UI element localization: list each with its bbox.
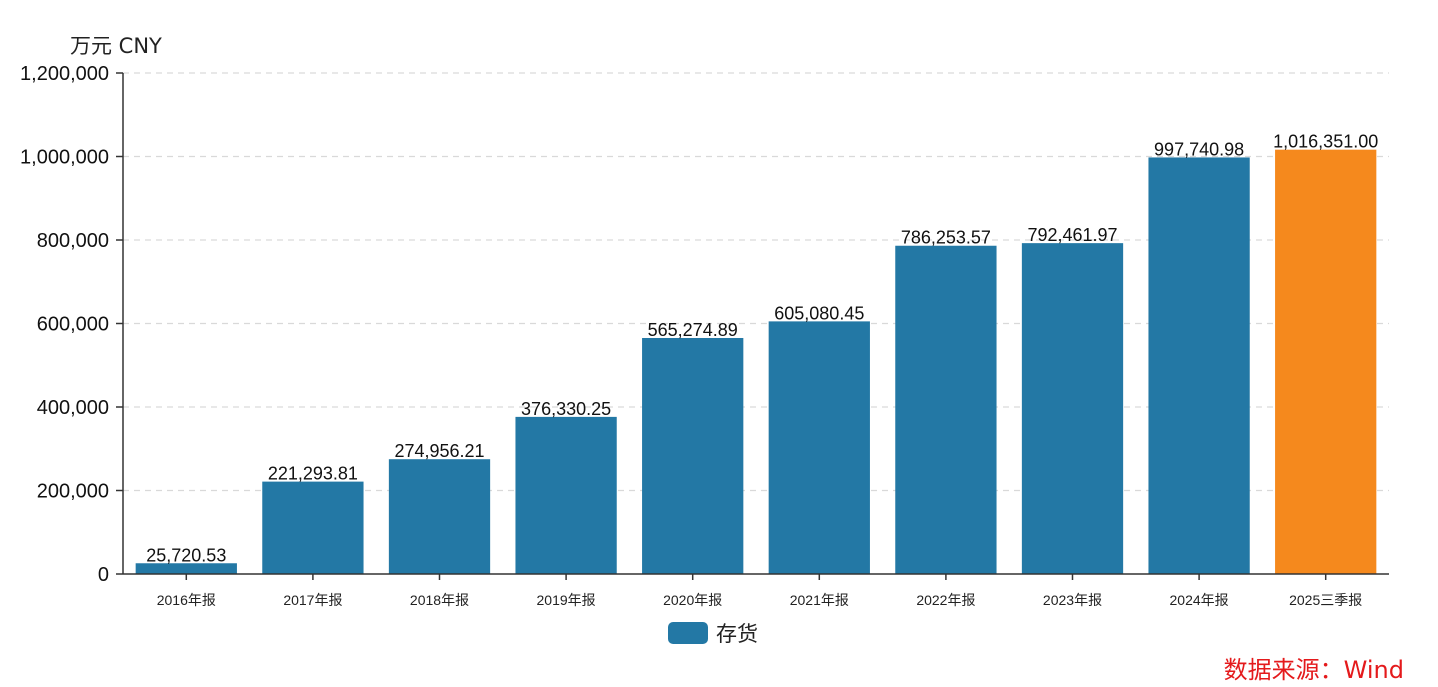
bar-value-label: 376,330.25 [521,399,611,419]
bar-value-label: 1,016,351.00 [1273,132,1378,152]
y-tick-label: 1,200,000 [20,63,109,85]
bar-value-label: 25,720.53 [146,545,226,565]
bar [895,245,997,574]
bar [388,459,491,574]
y-tick-label: 600,000 [37,314,109,336]
bar [1275,149,1377,574]
bar-value-label: 792,461.97 [1027,225,1117,245]
bar [262,481,364,574]
x-tick-label: 2019年报 [537,592,596,608]
bar-value-label: 565,274.89 [648,320,738,340]
bar-value-label: 274,956.21 [394,441,484,461]
bars-group: 25,720.53 221,293.81 274,956.21 376,330.25 5… [135,132,1378,574]
y-axis-unit-label: 万元 CNY [70,34,162,58]
y-tick-label: 400,000 [37,397,109,419]
x-tick-label: 2022年报 [916,592,975,608]
x-tick-label: 2024年报 [1170,592,1229,608]
x-tick-label: 2023年报 [1043,592,1102,608]
x-tick-label: 2017年报 [283,592,342,608]
bar [768,321,870,574]
bar [135,563,237,574]
bar [1148,157,1250,574]
grid-lines [123,72,1389,492]
y-tick-label: 0 [98,564,109,586]
y-tick-label: 800,000 [37,230,109,252]
y-tick-label: 200,000 [37,481,109,503]
bar-value-label: 221,293.81 [268,464,358,484]
y-axis: 0 200,000 400,000 600,000 800,000 1,000,000 1,… [20,63,124,586]
x-tick-label: 2021年报 [790,592,849,608]
data-source-label: 数据来源：Wind [1223,656,1404,684]
x-tick-label: 2018年报 [410,592,469,608]
x-tick-label: 2016年报 [157,592,216,608]
bar [1021,243,1124,574]
x-axis: 2016年报 2017年报 2018年报 2019年报 2020年报 2021年报 2022… [123,573,1389,608]
legend: 存货 [668,618,758,648]
bar [515,416,617,574]
y-tick-label: 1,000,000 [20,147,109,169]
bar-value-label: 786,253.57 [901,228,991,248]
x-tick-label: 2025三季报 [1289,592,1362,608]
bar [642,337,744,574]
x-tick-label: 2020年报 [663,592,722,608]
legend-swatch [668,622,708,644]
bar-value-label: 997,740.98 [1154,139,1244,159]
bar-value-label: 605,080.45 [774,303,864,323]
legend-label: 存货 [716,622,758,646]
